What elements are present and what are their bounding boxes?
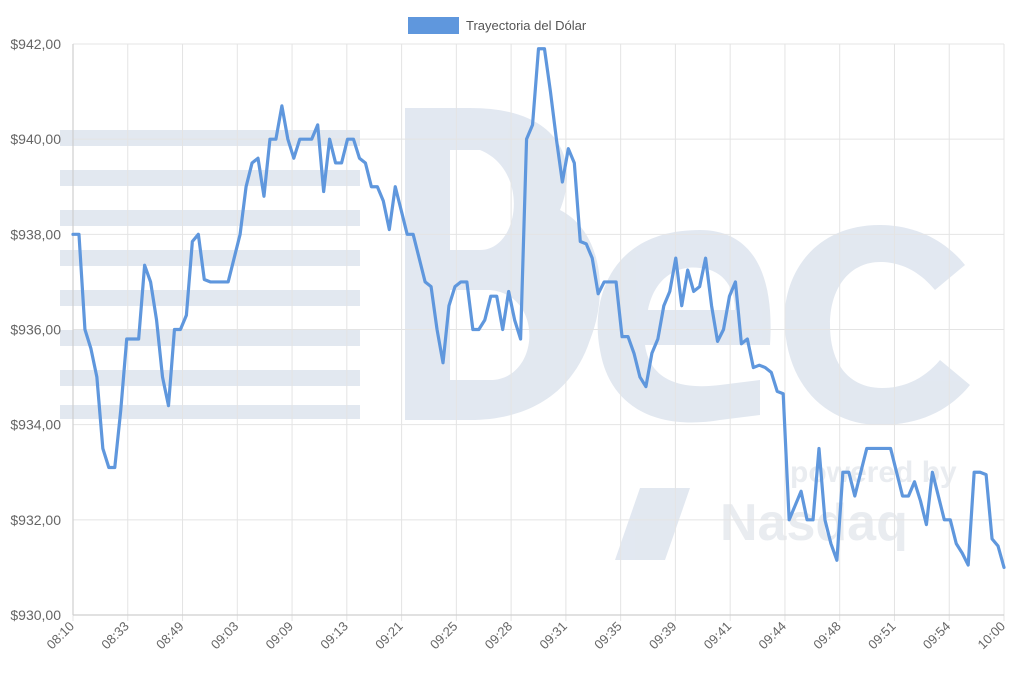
x-tick-label: 09:44: [755, 619, 789, 653]
x-tick-label: 09:54: [920, 619, 954, 653]
y-tick-label: $938,00: [10, 226, 61, 242]
x-tick-label: 10:00: [975, 619, 1009, 653]
y-tick-label: $930,00: [10, 607, 61, 623]
x-tick-label: 09:51: [865, 619, 899, 653]
x-tick-label: 09:48: [810, 619, 844, 653]
x-tick-label: 09:28: [482, 619, 516, 653]
y-axis-ticks: $930,00 $932,00 $934,00 $936,00 $938,00 $940,…: [10, 36, 61, 623]
watermark-logo: powered by Nasdaq: [60, 108, 970, 560]
legend-swatch: [408, 17, 459, 34]
x-tick-label: 09:03: [208, 619, 242, 653]
x-tick-label: 09:21: [372, 619, 406, 653]
x-tick-label: 09:39: [646, 619, 680, 653]
x-tick-label: 09:35: [591, 619, 625, 653]
y-tick-label: $940,00: [10, 131, 61, 147]
y-tick-label: $932,00: [10, 512, 61, 528]
y-tick-label: $934,00: [10, 417, 61, 433]
x-tick-label: 08:33: [98, 619, 132, 653]
x-gridlines: [72, 44, 1005, 621]
y-tick-label: $942,00: [10, 36, 61, 52]
x-tick-label: 09:09: [263, 619, 297, 653]
y-tick-label: $936,00: [10, 322, 61, 338]
x-tick-label: 09:25: [427, 619, 461, 653]
legend[interactable]: Trayectoria del Dólar: [408, 17, 587, 34]
x-axis-ticks: 08:10 08:33 08:49 09:03 09:09 09:13 09:21 09:25…: [44, 619, 1009, 653]
x-tick-label: 08:10: [44, 619, 78, 653]
x-tick-label: 08:49: [153, 619, 187, 653]
x-tick-label: 09:31: [536, 619, 570, 653]
series-line-dolar: [71, 47, 1006, 570]
legend-label: Trayectoria del Dólar: [466, 18, 587, 33]
x-tick-label: 09:13: [317, 619, 351, 653]
x-tick-label: 09:41: [701, 619, 735, 653]
